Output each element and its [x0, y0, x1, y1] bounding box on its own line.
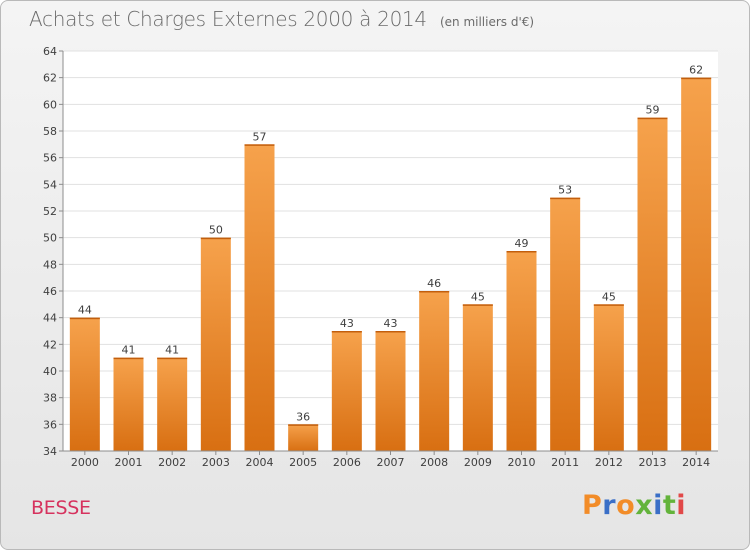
y-tick-label: 54 [43, 178, 57, 191]
bar [593, 304, 624, 451]
bar [462, 304, 493, 451]
proxiti-logo[interactable]: Proxiti [582, 490, 686, 521]
bar [113, 357, 144, 451]
bar-value-label: 59 [646, 104, 660, 117]
bar-top-edge [69, 317, 100, 320]
y-tick-label: 38 [43, 392, 57, 405]
bar-top-edge [681, 77, 712, 80]
bar [331, 331, 362, 451]
logo-letter: i [653, 490, 663, 521]
y-tick-label: 56 [43, 152, 57, 165]
bar-value-label: 41 [165, 344, 179, 357]
chart-subtitle: (en milliers d'€) [439, 15, 535, 29]
bar-top-edge [375, 331, 406, 333]
bar [244, 144, 275, 452]
bar-top-edge [462, 304, 493, 306]
bar-top-edge [419, 291, 450, 293]
y-tick-label: 58 [43, 125, 57, 138]
x-tick-label: 2003 [202, 456, 230, 469]
bar-top-edge [157, 357, 188, 360]
x-tick-label: 2009 [464, 456, 492, 469]
bar [157, 357, 188, 451]
bar-value-label: 45 [471, 290, 485, 303]
bar [637, 117, 668, 452]
bar-value-label: 49 [515, 237, 529, 250]
bar-top-edge [593, 304, 624, 306]
bar-top-edge [244, 144, 275, 146]
bar-top-edge [113, 357, 144, 360]
logo-letter: x [635, 490, 654, 521]
bar [288, 424, 319, 451]
x-tick-label: 2004 [246, 456, 274, 469]
bar-value-label: 46 [427, 277, 441, 290]
bar-value-label: 45 [602, 290, 616, 303]
bar-top-edge [550, 197, 581, 200]
y-tick-label: 52 [43, 205, 57, 218]
x-tick-label: 2013 [639, 456, 667, 469]
y-tick-label: 62 [43, 72, 57, 85]
y-tick-label: 64 [43, 45, 57, 58]
x-tick-label: 2006 [333, 456, 361, 469]
bar-top-edge [331, 331, 362, 333]
x-tick-label: 2014 [682, 456, 710, 469]
y-tick-label: 44 [43, 312, 57, 325]
x-tick-label: 2012 [595, 456, 623, 469]
logo-letter: i [676, 490, 687, 521]
y-tick-label: 50 [43, 232, 57, 245]
chart-title: Achats et Charges Externes 2000 à 2014 [29, 7, 427, 31]
logo-letter: r [602, 490, 617, 521]
logo-letter: P [582, 490, 603, 521]
logo-letter: o [616, 490, 636, 521]
bar-value-label: 36 [296, 410, 310, 423]
x-tick-label: 2002 [158, 456, 186, 469]
bar-top-edge [288, 424, 319, 426]
bar-value-label: 57 [253, 130, 267, 143]
bar [200, 237, 231, 451]
x-tick-label: 2011 [551, 456, 579, 469]
bar-value-label: 62 [689, 64, 703, 77]
bar-value-label: 44 [78, 304, 92, 317]
bar-value-label: 50 [209, 224, 223, 237]
bar-top-edge [200, 237, 231, 240]
y-tick-label: 40 [43, 365, 57, 378]
bar [681, 77, 712, 452]
bar-value-label: 41 [122, 344, 136, 357]
y-tick-label: 42 [43, 338, 57, 351]
y-tick-label: 34 [43, 445, 57, 458]
bar [419, 291, 450, 451]
x-tick-label: 2001 [115, 456, 143, 469]
bar [375, 331, 406, 451]
bar [506, 251, 537, 451]
bar-top-edge [506, 251, 537, 253]
y-tick-label: 60 [43, 98, 57, 111]
y-tick-label: 48 [43, 258, 57, 271]
commune-name: BESSE [31, 497, 91, 519]
x-tick-label: 2008 [420, 456, 448, 469]
logo-letter: t [662, 490, 677, 521]
bar-top-edge [637, 117, 668, 120]
y-tick-label: 46 [43, 285, 57, 298]
bar-value-label: 43 [340, 317, 354, 330]
bar-value-label: 53 [558, 184, 572, 197]
y-tick-label: 36 [43, 418, 57, 431]
bar [550, 197, 581, 451]
x-tick-label: 2005 [289, 456, 317, 469]
bar [69, 317, 100, 451]
x-tick-label: 2007 [377, 456, 405, 469]
chart-title-row: Achats et Charges Externes 2000 à 2014 (… [29, 7, 534, 31]
x-tick-label: 2010 [508, 456, 536, 469]
x-tick-label: 2000 [71, 456, 99, 469]
bar-value-label: 43 [384, 317, 398, 330]
